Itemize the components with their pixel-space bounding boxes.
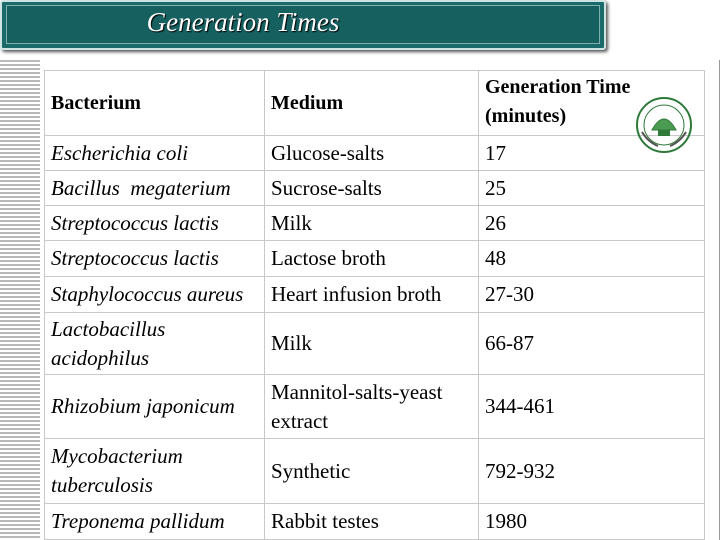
cell-medium: Mannitol-salts-yeast extract — [264, 374, 479, 439]
cell-medium: Lactose broth — [264, 240, 479, 277]
cell-bacterium: Streptococcus lactis — [44, 240, 265, 277]
cell-time: 17 — [478, 135, 705, 171]
table-row: Streptococcus lactis Lactose broth 48 — [44, 240, 705, 277]
title-bar-inner — [6, 5, 600, 44]
cell-time: 26 — [478, 205, 705, 241]
cell-medium: Glucose-salts — [264, 135, 479, 171]
cell-bacterium: Escherichia coli — [44, 135, 265, 171]
header-bacterium: Bacterium — [44, 70, 265, 136]
cell-time: 27-30 — [478, 276, 705, 313]
title-bar: Generation Times — [0, 0, 606, 50]
cell-time: 66-87 — [478, 312, 705, 375]
table-row: Lactobacillus acidophilus Milk 66-87 — [44, 312, 705, 375]
cell-bacterium: Treponema pallidum — [44, 503, 265, 540]
table-header-row: Bacterium Medium Generation Time (minute… — [44, 70, 705, 136]
header-medium: Medium — [264, 70, 479, 136]
table-row: Streptococcus lactis Milk 26 — [44, 205, 705, 241]
header-generation-time-label: Generation Time (minutes) — [485, 76, 631, 127]
cell-medium: Milk — [264, 312, 479, 375]
cell-medium: Milk — [264, 205, 479, 241]
cell-time: 1980 — [478, 503, 705, 540]
table-row: Staphylococcus aureus Heart infusion bro… — [44, 276, 705, 313]
cell-bacterium: Streptococcus lactis — [44, 205, 265, 241]
cell-bacterium: Lactobacillus acidophilus — [44, 312, 265, 375]
page-title: Generation Times — [146, 6, 340, 37]
table-row: Rhizobium japonicum Mannitol-salts-yeast… — [44, 374, 705, 439]
table-row: Treponema pallidum Rabbit testes 1980 — [44, 503, 705, 540]
cell-time: 792-932 — [478, 438, 705, 504]
cell-time: 344-461 — [478, 374, 705, 439]
cell-bacterium: Rhizobium japonicum — [44, 374, 265, 439]
cell-bacterium: Mycobacterium tuberculosis — [44, 438, 265, 504]
cell-medium: Heart infusion broth — [264, 276, 479, 313]
table-row: Mycobacterium tuberculosis Synthetic 792… — [44, 438, 705, 504]
table-row: Escherichia coli Glucose-salts 17 — [44, 135, 705, 171]
decorative-stripe-band — [0, 60, 40, 540]
table-row: Bacillus megaterium Sucrose-salts 25 — [44, 170, 705, 206]
generation-times-table: Bacterium Medium Generation Time (minute… — [44, 70, 705, 540]
cell-medium: Rabbit testes — [264, 503, 479, 540]
cell-medium: Synthetic — [264, 438, 479, 504]
cell-medium: Sucrose-salts — [264, 170, 479, 206]
cell-bacterium: Staphylococcus aureus — [44, 276, 265, 313]
cell-time: 48 — [478, 240, 705, 277]
cell-bacterium: Bacillus megaterium — [44, 170, 265, 206]
university-seal-logo — [636, 97, 692, 153]
cell-time: 25 — [478, 170, 705, 206]
